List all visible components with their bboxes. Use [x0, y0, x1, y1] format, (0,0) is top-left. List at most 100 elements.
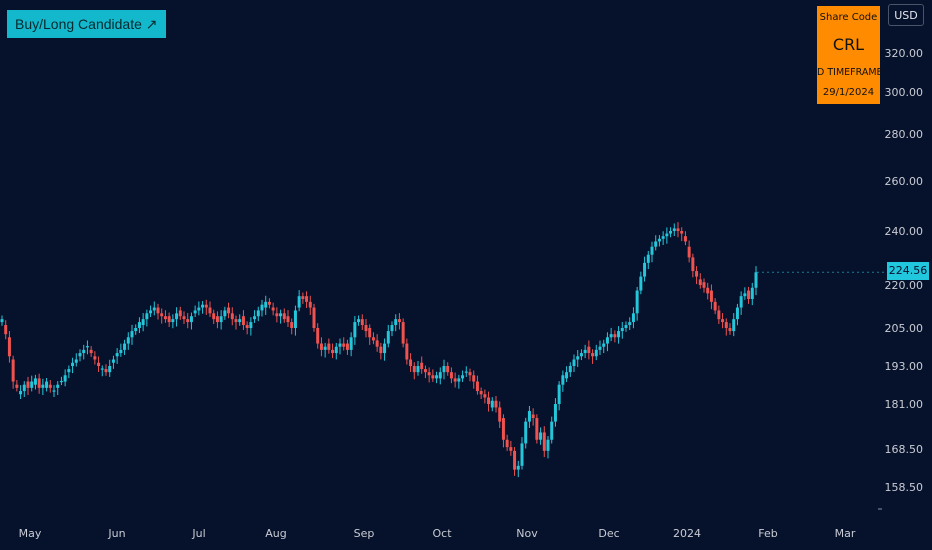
- candle-body: [357, 319, 361, 323]
- candle: [550, 416, 554, 444]
- candle: [598, 340, 602, 355]
- candle-body: [706, 287, 710, 294]
- candle-body: [379, 346, 383, 354]
- candle: [409, 353, 413, 372]
- candle: [126, 332, 130, 350]
- candle: [286, 310, 290, 327]
- price-tick-label: 300.00: [885, 86, 924, 99]
- candle-body: [293, 310, 297, 328]
- candle: [617, 326, 621, 344]
- candle: [7, 331, 11, 363]
- price-axis: 158.50 168.50 181.00 193.00 205.00 220.00 240.…: [885, 47, 924, 494]
- candle-body: [743, 293, 747, 297]
- candle: [483, 389, 487, 404]
- candle-body: [167, 316, 171, 323]
- candle: [74, 353, 78, 367]
- candle: [390, 321, 394, 337]
- candle: [189, 312, 193, 330]
- candle: [186, 313, 190, 329]
- candle: [171, 314, 175, 329]
- candle: [572, 354, 576, 372]
- candle: [732, 313, 736, 337]
- candle: [594, 344, 598, 361]
- candle: [371, 332, 375, 345]
- candle: [624, 321, 628, 332]
- candle-body: [553, 404, 557, 422]
- candle: [67, 365, 71, 379]
- candle: [156, 303, 160, 320]
- candle: [141, 313, 145, 332]
- candle: [249, 317, 253, 336]
- candle-body: [449, 372, 453, 379]
- candle-body: [527, 410, 531, 422]
- candle: [583, 344, 587, 359]
- candle: [4, 320, 8, 340]
- candle: [160, 308, 164, 324]
- candle: [82, 344, 86, 360]
- time-tick-label: 2024: [673, 527, 701, 540]
- candle: [100, 365, 104, 377]
- candle: [557, 381, 561, 411]
- candle-body: [175, 313, 179, 320]
- candle: [85, 340, 89, 355]
- candle-body: [89, 349, 93, 354]
- candle: [453, 372, 457, 388]
- share-code-label: Share Code: [819, 12, 878, 23]
- candle: [375, 334, 379, 352]
- candle: [472, 370, 476, 389]
- candle-body: [212, 313, 216, 320]
- candle-body: [487, 397, 491, 404]
- candle-body: [516, 465, 520, 470]
- ticker-symbol: CRL: [832, 35, 865, 54]
- candle: [111, 355, 115, 369]
- candle-body: [475, 381, 479, 392]
- candle: [505, 434, 509, 451]
- candle-body: [260, 304, 264, 311]
- candle-body: [442, 366, 446, 373]
- candle-body: [657, 238, 661, 242]
- candle: [587, 340, 591, 360]
- candle: [650, 241, 654, 263]
- candle-body: [11, 359, 15, 382]
- candle: [416, 360, 420, 376]
- candle: [212, 309, 216, 325]
- candle-body: [531, 414, 535, 419]
- candle: [691, 253, 695, 278]
- candle: [178, 306, 182, 320]
- candle: [661, 231, 665, 246]
- candle: [516, 460, 520, 478]
- candle: [137, 317, 141, 334]
- candle-body: [45, 381, 49, 388]
- candle-body: [483, 394, 487, 398]
- candle: [353, 316, 357, 345]
- candle-body: [479, 391, 483, 395]
- candle-body: [342, 343, 346, 347]
- candle: [48, 379, 52, 393]
- candle-body: [661, 236, 665, 239]
- candle: [576, 350, 580, 368]
- candle: [59, 376, 63, 386]
- candle-body: [219, 316, 223, 323]
- candle: [182, 311, 186, 325]
- candle-body: [446, 366, 450, 373]
- candle: [687, 240, 691, 263]
- candle-body: [550, 421, 554, 440]
- candle: [15, 379, 19, 392]
- candle: [223, 306, 227, 320]
- candle: [97, 356, 101, 372]
- candle-body: [238, 319, 242, 323]
- candle-body: [230, 313, 234, 320]
- candle: [431, 369, 435, 382]
- signal-badge[interactable]: Buy/Long Candidate ↗: [7, 10, 166, 38]
- candle: [397, 313, 401, 330]
- candle: [227, 302, 231, 319]
- candle-body: [732, 319, 736, 332]
- candle: [253, 310, 257, 323]
- currency-button[interactable]: USD: [888, 4, 924, 26]
- candle-body: [123, 343, 127, 350]
- time-tick-label: May: [19, 527, 42, 540]
- candle-body: [364, 325, 368, 332]
- candle-body: [85, 346, 89, 348]
- candle-body: [308, 301, 312, 308]
